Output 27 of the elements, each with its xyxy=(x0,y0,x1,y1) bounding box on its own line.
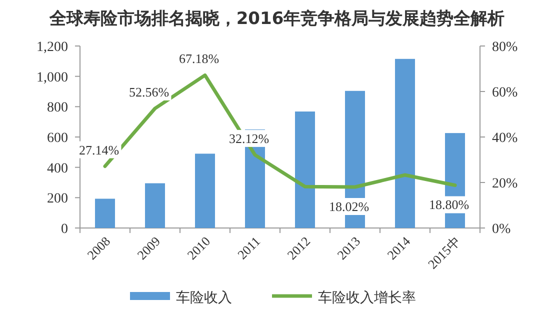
y-tick-label: 1,200 xyxy=(36,40,68,55)
bar xyxy=(95,198,115,228)
y2-tick-label: 40% xyxy=(492,131,518,146)
y-tick-label: 0 xyxy=(61,222,68,237)
data-label: 67.18% xyxy=(178,51,220,66)
y2-tick-label: 0% xyxy=(492,222,511,237)
y2-tick-label: 20% xyxy=(492,176,518,192)
bar xyxy=(145,183,165,228)
bar xyxy=(295,112,315,228)
chart-title: 全球寿险市场排名揭晓，2016年竞争格局与发展趋势全解析 xyxy=(48,9,505,29)
legend-label: 车险收入 xyxy=(176,290,232,306)
y2-tick-label: 60% xyxy=(492,86,518,100)
data-label: 18.02% xyxy=(328,199,370,214)
y-tick-label: 1,000 xyxy=(36,70,68,86)
y2-tick-label: 80% xyxy=(492,40,518,55)
x-tick-label: 2011 xyxy=(234,234,264,262)
data-label: 18.80% xyxy=(428,197,470,212)
bar xyxy=(395,58,415,228)
y-tick-label: 200 xyxy=(47,192,68,207)
legend-label: 车险收入增长率 xyxy=(318,290,416,306)
y-tick-label: 800 xyxy=(47,100,68,116)
data-label: 27.14% xyxy=(78,142,120,158)
y-tick-label: 600 xyxy=(47,131,68,146)
bar xyxy=(195,154,215,228)
y-tick-label: 400 xyxy=(47,161,68,176)
data-label: 32.12% xyxy=(228,130,270,146)
data-label: 52.56% xyxy=(128,84,170,100)
